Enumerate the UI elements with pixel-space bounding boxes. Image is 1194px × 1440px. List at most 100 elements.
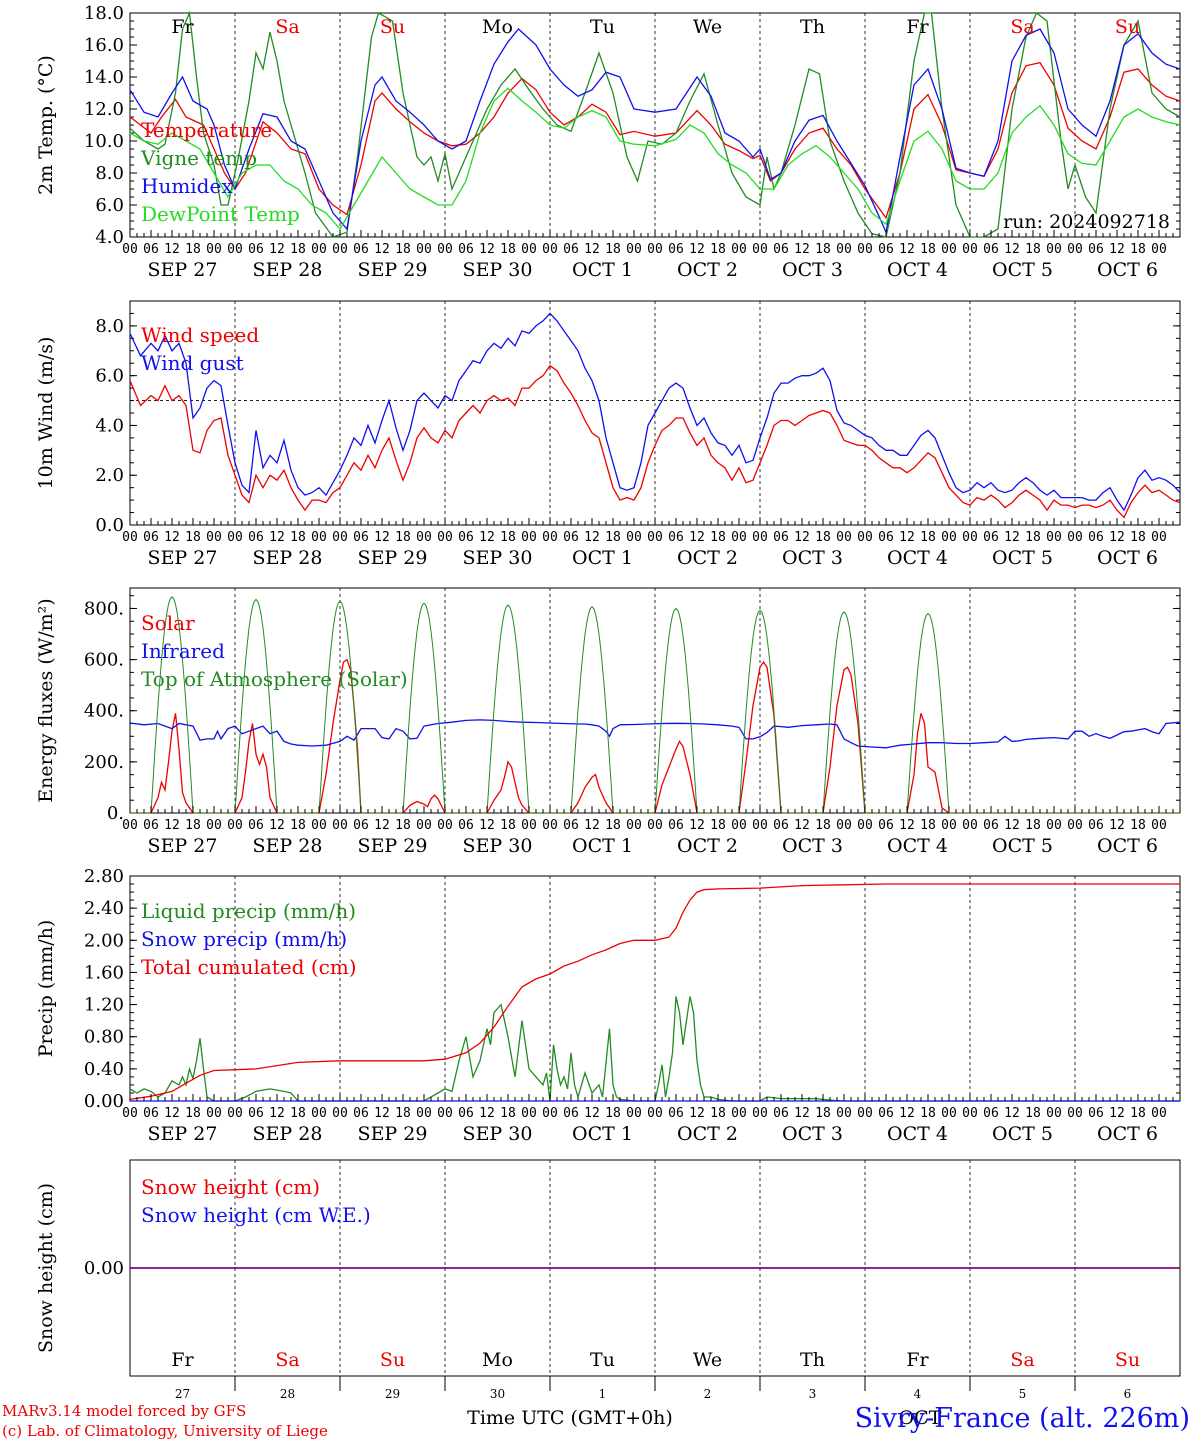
hour-tick-label: 18 <box>815 530 831 545</box>
date-label: OCT 6 <box>1097 835 1158 857</box>
series-wind-speed <box>129 364 1181 519</box>
y-tick-label: 1.60 <box>84 962 124 983</box>
hour-tick-label: 18 <box>500 242 516 257</box>
hour-tick-label: 12 <box>689 1106 705 1121</box>
legend-wind-gust: Wind gust <box>141 351 244 375</box>
hour-tick-label: 00 <box>1151 1106 1167 1121</box>
hour-tick-label: 00 <box>206 818 222 833</box>
hour-tick-label: 12 <box>584 818 600 833</box>
y-tick-label: 18.0 <box>84 3 124 24</box>
hour-tick-label: 06 <box>773 530 789 545</box>
hour-tick-label: 06 <box>878 1106 894 1121</box>
y-tick-label: 0.00 <box>84 1091 124 1112</box>
hour-tick-label: 00 <box>416 1106 432 1121</box>
legend-solar: Solar <box>141 611 195 635</box>
weekday-label-bottom: Fr <box>171 1349 194 1371</box>
hour-tick-label: 00 <box>731 1106 747 1121</box>
hour-tick-label: 18 <box>1130 1106 1146 1121</box>
hour-tick-label: 06 <box>353 818 369 833</box>
hour-tick-label: 00 <box>836 242 852 257</box>
hour-tick-label: 00 <box>731 242 747 257</box>
date-label: SEP 30 <box>463 835 533 857</box>
hour-tick-label: 00 <box>1046 242 1062 257</box>
hour-tick-label: 00 <box>227 1106 243 1121</box>
hour-tick-label: 00 <box>1067 818 1083 833</box>
date-label: SEP 30 <box>463 547 533 569</box>
y-tick-label: 4.0 <box>95 415 124 436</box>
y-axis-label: 2m Temp. (°C) <box>35 55 57 195</box>
hour-tick-label: 06 <box>1088 1106 1104 1121</box>
date-label: OCT 3 <box>782 1123 843 1145</box>
hour-tick-label: 00 <box>1046 530 1062 545</box>
date-label: OCT 4 <box>887 547 948 569</box>
day-number: 3 <box>809 1387 817 1401</box>
date-label: OCT 3 <box>782 835 843 857</box>
x-axis-title: Time UTC (GMT+0h) <box>467 1407 673 1429</box>
series-infrared <box>129 719 1181 749</box>
hour-tick-label: 06 <box>773 818 789 833</box>
legend-snow-height-cm-: Snow height (cm) <box>141 1175 320 1199</box>
hour-tick-label: 12 <box>269 530 285 545</box>
weekday-label: Mo <box>482 16 513 38</box>
legend-vigne-temp: Vigne temp <box>140 146 257 170</box>
hour-tick-label: 00 <box>626 242 642 257</box>
date-label: OCT 4 <box>887 259 948 281</box>
hour-tick-label: 06 <box>1088 242 1104 257</box>
hour-tick-label: 00 <box>437 818 453 833</box>
hour-tick-label: 06 <box>248 1106 264 1121</box>
hour-tick-label: 00 <box>311 530 327 545</box>
y-tick-label: 8.0 <box>95 316 124 337</box>
hour-tick-label: 00 <box>227 530 243 545</box>
hour-tick-label: 00 <box>1151 242 1167 257</box>
hour-tick-label: 00 <box>521 818 537 833</box>
weekday-label: We <box>693 16 722 38</box>
day-number: 29 <box>385 1387 400 1401</box>
weekday-label-bottom: Su <box>380 1349 405 1371</box>
hour-tick-label: 12 <box>1004 530 1020 545</box>
date-label: OCT 4 <box>887 835 948 857</box>
weekday-label: Su <box>1115 16 1140 38</box>
date-label: OCT 5 <box>992 835 1053 857</box>
y-tick-label: 800. <box>84 598 124 619</box>
date-label: OCT 1 <box>572 259 633 281</box>
legend-wind-speed: Wind speed <box>141 323 259 347</box>
legend-infrared: Infrared <box>141 639 225 663</box>
y-tick-label: 0.40 <box>84 1059 124 1080</box>
hour-tick-label: 06 <box>668 242 684 257</box>
y-axis-label: Precip (mm/h) <box>35 920 57 1058</box>
weekday-label-bottom: Sa <box>275 1349 299 1371</box>
hour-tick-label: 12 <box>479 1106 495 1121</box>
date-label: OCT 1 <box>572 1123 633 1145</box>
hour-tick-label: 00 <box>332 530 348 545</box>
hour-tick-label: 00 <box>206 530 222 545</box>
hour-tick-label: 06 <box>668 818 684 833</box>
run-label: run: 2024092718 <box>1003 211 1170 233</box>
hour-tick-label: 18 <box>290 530 306 545</box>
date-label: OCT 6 <box>1097 547 1158 569</box>
hour-tick-label: 00 <box>122 818 138 833</box>
y-tick-label: 14.0 <box>84 67 124 88</box>
hour-tick-label: 06 <box>983 530 999 545</box>
hour-tick-label: 06 <box>563 530 579 545</box>
hour-tick-label: 00 <box>122 242 138 257</box>
date-label: OCT 6 <box>1097 1123 1158 1145</box>
hour-tick-label: 18 <box>185 1106 201 1121</box>
date-label: SEP 28 <box>253 547 323 569</box>
weekday-label: Fr <box>171 16 194 38</box>
series-wind-gust <box>129 312 1181 512</box>
date-label: SEP 29 <box>358 835 428 857</box>
hour-tick-label: 12 <box>899 530 915 545</box>
hour-tick-label: 12 <box>164 242 180 257</box>
y-tick-label: 0.80 <box>84 1027 124 1048</box>
y-axis-label: 10m Wind (m/s) <box>35 337 57 490</box>
hour-tick-label: 06 <box>248 818 264 833</box>
date-label: OCT 5 <box>992 1123 1053 1145</box>
hour-tick-label: 12 <box>374 818 390 833</box>
hour-tick-label: 12 <box>1004 242 1020 257</box>
credit-line-1: MARv3.14 model forced by GFS <box>2 1402 246 1420</box>
hour-tick-label: 00 <box>626 818 642 833</box>
hour-tick-label: 12 <box>164 530 180 545</box>
weekday-label-bottom: Fr <box>906 1349 929 1371</box>
hour-tick-label: 18 <box>1025 242 1041 257</box>
